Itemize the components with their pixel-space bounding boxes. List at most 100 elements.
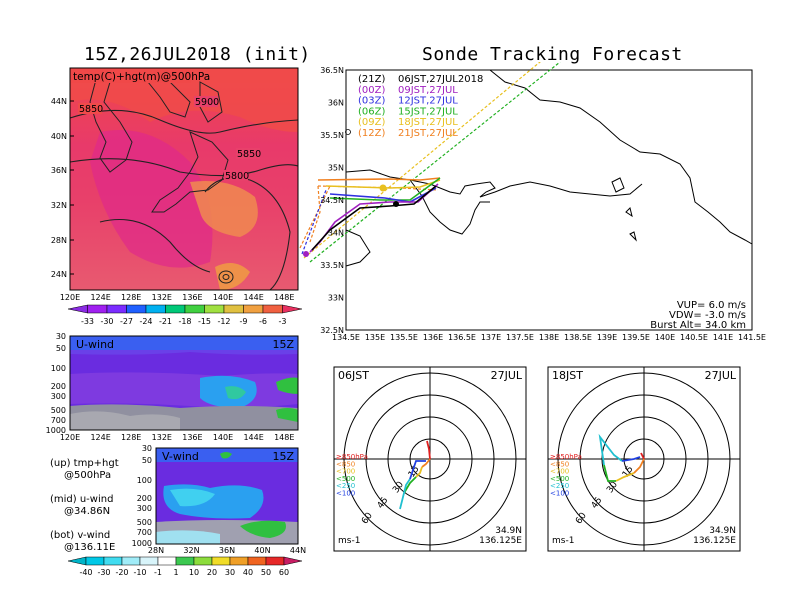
temperature-height-map: temp(C)+hgt(m)@500hPa 5850 5900 5850 580… [51, 67, 303, 326]
u-wind-pressure-label: 700 [51, 416, 66, 425]
track-lon-label: 135E [365, 333, 385, 342]
param-vup: VUP= 6.0 m/s [677, 300, 746, 311]
hodograph-level-label: <250 [336, 482, 355, 490]
hodograph-trace [409, 460, 426, 480]
track-legend-code: (06Z) [358, 106, 385, 117]
track-lon-label: 135.5E [390, 333, 418, 342]
param-burst: Burst Alt= 34.0 km [650, 320, 746, 331]
coastline-central [345, 169, 643, 198]
u-wind-time: 15Z [272, 338, 294, 351]
hodograph-level-label: <700 [336, 468, 355, 476]
hodograph-trace [399, 478, 411, 510]
map-colorbar-label: -15 [198, 317, 211, 326]
hodograph-trace [640, 452, 645, 460]
v-colorbar-label: -40 [79, 568, 92, 577]
panel-legend: (up) tmp+hgt @500hPa (mid) u-wind @34.86… [50, 458, 119, 554]
hodograph-date: 27JUL [705, 369, 737, 382]
u-wind-pressure-label: 1000 [46, 426, 66, 435]
v-colorbar-swatch [193, 556, 213, 566]
v-colorbar-label: 1 [173, 568, 178, 577]
track-lon-label: 139.5E [622, 333, 650, 342]
track-lon-label: 134.5E [332, 333, 360, 342]
track-lon-label: 139E [597, 333, 617, 342]
map-colorbar-label: -9 [240, 317, 248, 326]
map-colorbar-label: -21 [159, 317, 172, 326]
map-colorbar-label: -33 [81, 317, 94, 326]
v-colorbar-label: 50 [261, 568, 271, 577]
v-colorbar-swatch [67, 556, 87, 566]
v-colorbar-label: 60 [279, 568, 289, 577]
hodograph-unit: ms-1 [552, 536, 574, 546]
v-colorbar-label: 10 [189, 568, 199, 577]
sonde-track-map: (21Z) 06JST,27JUL2018 (00Z) 09JST,27JUL (03Z… [299, 62, 766, 342]
map-lon-label: 132E [152, 293, 172, 302]
coastline-kii [409, 179, 490, 235]
hodograph-level-label: <850 [336, 460, 355, 468]
v-wind-time: 15Z [272, 450, 294, 463]
track-projection [301, 189, 327, 255]
map-colorbar-swatch [184, 304, 205, 314]
map-lon-label: 124E [90, 293, 110, 302]
legend-mid: (mid) u-wind @34.86N [50, 494, 114, 517]
v-wind-pressure-label: 500 [137, 518, 152, 527]
param-vdw: VDW= -3.0 m/s [669, 310, 746, 321]
map-lat-label: 24N [51, 270, 67, 279]
hodograph-level-label: <250 [550, 482, 569, 490]
hodograph-level-label: <500 [550, 475, 569, 483]
u-wind-pressure-label: 50 [56, 344, 66, 353]
track-lon-label: 136.5E [448, 333, 476, 342]
map-colorbar-label: -24 [139, 317, 152, 326]
u-wind-pressure-label: 200 [51, 382, 66, 391]
hodograph-trace [403, 476, 417, 494]
hodograph-trace [598, 433, 623, 466]
track-legend-label: 18JST,27JUL [398, 117, 458, 128]
map-lat-label: 36N [51, 166, 67, 175]
legend-up: (up) tmp+hgt @500hPa [50, 458, 119, 481]
u-wind-lon-label: 132E [152, 433, 172, 442]
u-wind-lon-label: 136E [182, 433, 202, 442]
track-line [317, 177, 441, 181]
track-lon-label: 137E [481, 333, 501, 342]
hodograph-level-label: ≥850hPa [336, 453, 368, 461]
track-legend-code: (21Z) [358, 74, 385, 85]
v-colorbar-swatch [121, 556, 141, 566]
track-legend-label: 09JST,27JUL [398, 85, 458, 96]
track-legend-code: (09Z) [358, 117, 385, 128]
v-colorbar-swatch [157, 556, 177, 566]
map-colorbar-label: -12 [217, 317, 230, 326]
u-wind-lon-label: 148E [274, 433, 294, 442]
hodograph-date: 27JUL [491, 369, 523, 382]
u-wind-pressure-label: 500 [51, 406, 66, 415]
u-wind-lon-label: 124E [90, 433, 110, 442]
v-wind-lat-label: 36N [219, 546, 235, 555]
track-lon-label: 140E [655, 333, 675, 342]
map-inner-label: temp(C)+hgt(m)@500hPa [73, 71, 210, 83]
map-colorbar-swatch [67, 304, 88, 314]
hodograph-level-label: <100 [336, 490, 355, 498]
track-lat-label: 35N [328, 164, 344, 173]
contour-label: 5850 [237, 149, 261, 160]
track-lat-label: 34.5N [320, 196, 344, 205]
hodograph-level-label: ≥850hPa [550, 453, 582, 461]
track-lat-label: 33N [328, 294, 344, 303]
track-legend-label: 12JST,27JUL [398, 96, 458, 107]
map-colorbar-swatch [165, 304, 186, 314]
u-wind-lon-label: 120E [60, 433, 80, 442]
contour-label: 5800 [225, 171, 249, 182]
map-panel-title: 15Z,26JUL2018 (init) [84, 44, 311, 65]
track-projection [309, 62, 561, 263]
map-colorbar-label: -18 [178, 317, 191, 326]
map-lon-label: 128E [121, 293, 141, 302]
hodograph-lon: 136.125E [479, 536, 522, 546]
v-colorbar-label: 30 [225, 568, 235, 577]
hodograph-trace [426, 440, 431, 460]
coastline-honshu [489, 69, 753, 245]
hodograph-level-label: <850 [550, 460, 569, 468]
v-colorbar-swatch [139, 556, 159, 566]
track-line [325, 179, 441, 189]
v-wind-lat-label: 28N [148, 546, 164, 555]
track-lat-label: 32.5N [320, 326, 344, 335]
track-lon-label: 136E [423, 333, 443, 342]
